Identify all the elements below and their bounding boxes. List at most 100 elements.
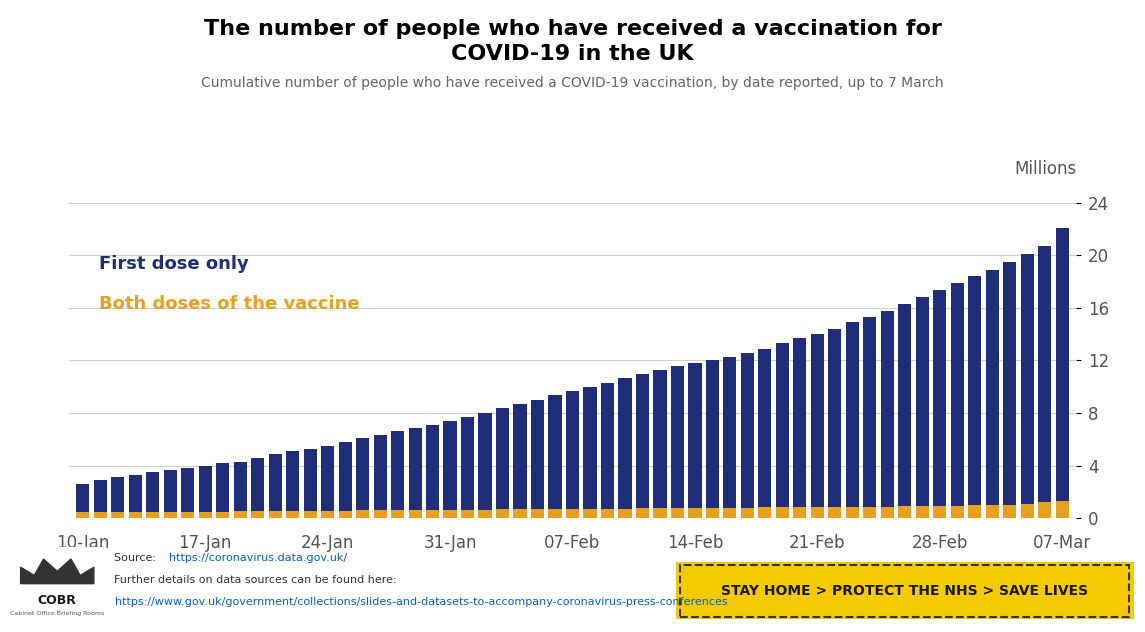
Bar	[286, 451, 299, 511]
Bar	[671, 366, 684, 508]
Bar	[76, 484, 89, 513]
Bar	[321, 511, 334, 518]
Text: https://coronavirus.data.gov.uk/: https://coronavirus.data.gov.uk/	[169, 553, 348, 563]
Bar	[899, 304, 911, 506]
Bar	[863, 507, 876, 518]
Bar	[409, 510, 421, 518]
Bar	[531, 400, 544, 509]
Bar	[688, 508, 702, 518]
Bar	[513, 509, 527, 518]
Bar	[390, 432, 404, 510]
Bar	[741, 507, 755, 518]
Bar	[881, 310, 894, 506]
Bar	[496, 509, 510, 518]
Bar	[461, 417, 474, 509]
Bar	[881, 506, 894, 518]
Bar	[216, 463, 229, 511]
Text: Cabinet Office Briefing Rooms: Cabinet Office Briefing Rooms	[10, 611, 104, 616]
Text: COVID-19 in the UK: COVID-19 in the UK	[451, 44, 694, 64]
Bar	[531, 509, 544, 518]
Bar	[1056, 228, 1069, 501]
Bar	[181, 512, 195, 518]
Bar	[251, 511, 264, 518]
Bar	[147, 472, 159, 512]
Bar	[811, 507, 824, 518]
Bar	[705, 360, 719, 508]
Bar	[390, 510, 404, 518]
Bar	[1039, 246, 1051, 502]
Bar	[426, 510, 440, 518]
Bar	[548, 394, 561, 509]
Bar	[601, 383, 614, 509]
Bar	[1039, 502, 1051, 518]
Bar	[356, 438, 369, 511]
Bar	[76, 513, 89, 518]
Bar	[198, 466, 212, 512]
Bar	[461, 509, 474, 518]
Bar	[269, 454, 282, 511]
Bar	[724, 507, 736, 518]
Bar	[584, 509, 597, 518]
Bar	[916, 298, 929, 506]
Bar	[269, 511, 282, 518]
Bar	[635, 508, 649, 518]
Text: The number of people who have received a vaccination for: The number of people who have received a…	[204, 19, 941, 39]
Bar	[164, 512, 176, 518]
Bar	[566, 509, 579, 518]
Bar	[584, 387, 597, 509]
Bar	[111, 512, 125, 518]
Bar	[618, 509, 632, 518]
Bar	[513, 404, 527, 509]
Bar	[339, 442, 352, 511]
Text: STAY HOME > PROTECT THE NHS > SAVE LIVES: STAY HOME > PROTECT THE NHS > SAVE LIVES	[721, 584, 1088, 598]
Bar	[846, 322, 859, 507]
Bar	[863, 317, 876, 507]
Bar	[128, 475, 142, 512]
Bar	[654, 370, 666, 508]
Bar	[758, 349, 772, 507]
Bar	[1003, 262, 1017, 505]
Bar	[198, 512, 212, 518]
Bar	[635, 374, 649, 508]
Bar	[916, 506, 929, 518]
Bar	[618, 377, 632, 509]
Bar	[373, 511, 387, 518]
Bar	[1020, 504, 1034, 518]
Bar	[724, 356, 736, 507]
Text: https://www.gov.uk/government/collections/slides-and-datasets-to-accompany-coron: https://www.gov.uk/government/collection…	[114, 597, 727, 607]
Bar	[1003, 505, 1017, 518]
Bar	[339, 511, 352, 518]
Polygon shape	[21, 559, 94, 584]
Bar	[251, 458, 264, 511]
Text: Cumulative number of people who have received a COVID-19 vaccination, by date re: Cumulative number of people who have rec…	[202, 76, 943, 90]
Bar	[303, 511, 317, 518]
Text: Both doses of the vaccine: Both doses of the vaccine	[98, 295, 360, 313]
Bar	[654, 508, 666, 518]
Bar	[828, 507, 842, 518]
Bar	[181, 468, 195, 512]
Bar	[443, 510, 457, 518]
Bar	[426, 425, 440, 510]
Bar	[601, 509, 614, 518]
Bar	[986, 505, 998, 518]
Text: COBR: COBR	[38, 594, 77, 607]
Bar	[899, 506, 911, 518]
Bar	[776, 507, 789, 518]
Bar	[409, 427, 421, 510]
Text: Millions: Millions	[1014, 160, 1076, 178]
Bar	[147, 512, 159, 518]
Bar	[776, 343, 789, 507]
Bar	[688, 363, 702, 508]
Bar	[373, 435, 387, 511]
Bar	[969, 276, 981, 506]
Text: Source:: Source:	[114, 553, 160, 563]
Bar	[828, 329, 842, 507]
Bar	[216, 511, 229, 518]
Bar	[793, 507, 806, 518]
Bar	[234, 462, 246, 511]
Bar	[94, 512, 106, 518]
Bar	[741, 353, 755, 507]
Bar	[234, 511, 246, 518]
Bar	[443, 421, 457, 510]
Bar	[705, 508, 719, 518]
